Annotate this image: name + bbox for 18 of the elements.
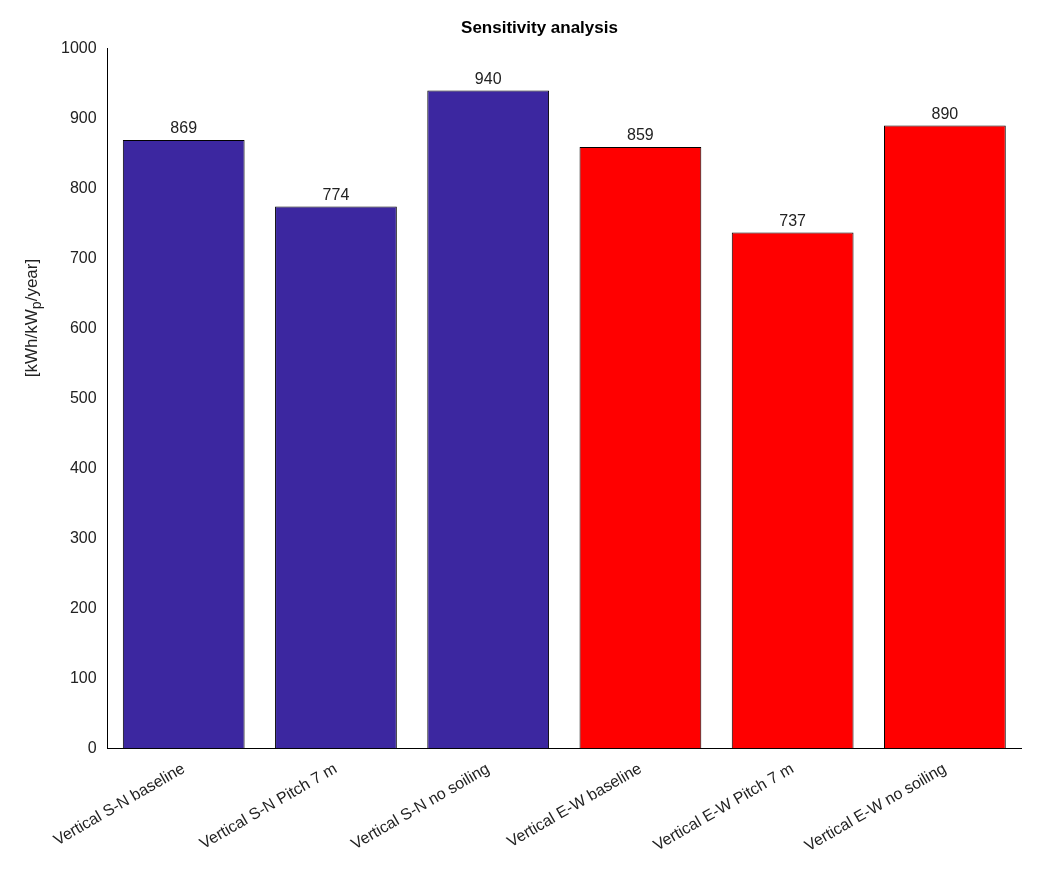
y-tick-label: 600 xyxy=(69,318,97,336)
data-label: 859 xyxy=(627,126,654,144)
y-tick-label: 300 xyxy=(69,528,97,546)
y-tick-label: 800 xyxy=(69,178,97,196)
chart-title: Sensitivity analysis xyxy=(461,17,618,37)
data-label: 774 xyxy=(322,185,350,203)
y-tick-label: 900 xyxy=(69,108,97,126)
y-tick-label: 200 xyxy=(69,598,97,616)
data-label: 737 xyxy=(779,211,807,229)
y-tick-label: 500 xyxy=(69,388,97,406)
y-tick-label: 100 xyxy=(69,668,97,686)
y-tick-label: 1000 xyxy=(61,38,97,56)
data-label: 940 xyxy=(474,69,502,87)
y-tick-label: 0 xyxy=(87,738,97,756)
data-label: 869 xyxy=(170,119,198,137)
data-label: 890 xyxy=(931,104,959,122)
y-tick-label: 700 xyxy=(69,248,97,266)
y-tick-label: 400 xyxy=(69,458,97,476)
